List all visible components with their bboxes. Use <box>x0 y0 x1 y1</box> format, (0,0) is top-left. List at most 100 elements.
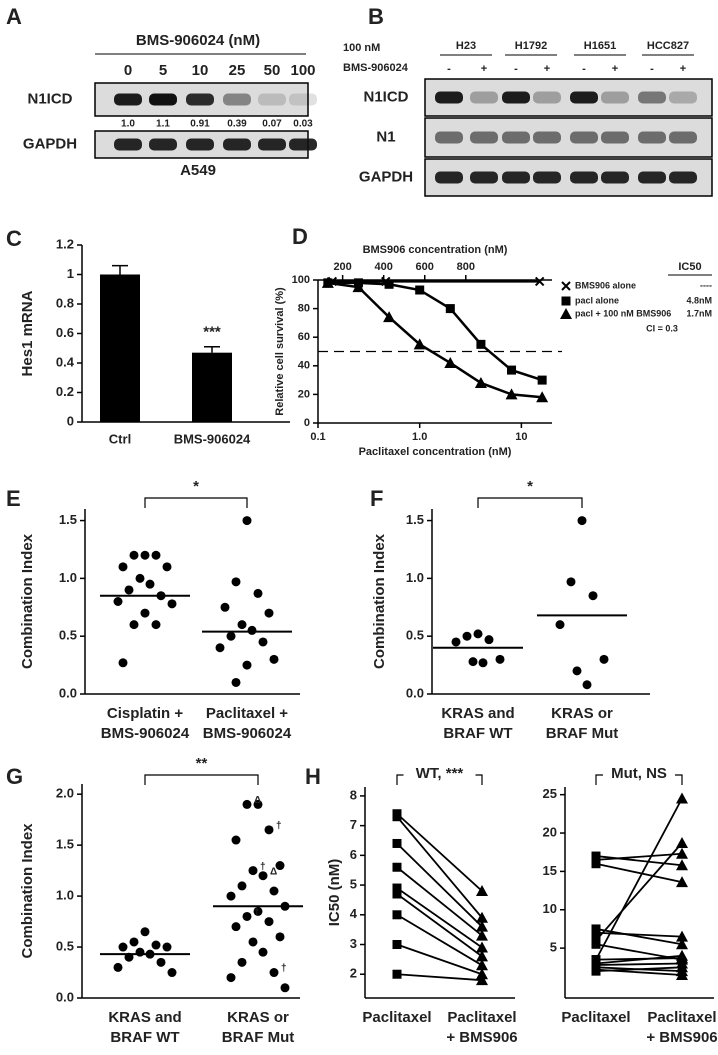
y-tick-label: 1.0 <box>406 570 424 585</box>
x-tick-label: BMS-906024 <box>174 431 251 446</box>
band <box>114 93 142 106</box>
band <box>470 131 498 144</box>
quant-label: 0.07 <box>262 119 282 130</box>
y-tick-label: 2 <box>350 966 357 981</box>
data-point <box>537 375 547 385</box>
data-point <box>676 837 688 849</box>
data-point <box>507 365 517 375</box>
data-point <box>392 838 402 848</box>
pair-line <box>396 816 483 919</box>
x-tick-label: + BMS906 <box>446 1029 517 1046</box>
data-point <box>413 338 426 350</box>
x-tick-label: BMS-906024 <box>203 725 292 742</box>
band <box>502 131 530 144</box>
data-point <box>676 876 688 888</box>
cell-line-label: H23 <box>456 40 476 52</box>
data-point <box>269 886 279 896</box>
legend-ic50: 4.8nM <box>686 295 712 305</box>
data-point <box>476 920 488 932</box>
data-point <box>258 947 268 957</box>
data-point <box>242 911 252 921</box>
data-point <box>264 825 274 835</box>
y-axis-label: Combination Index <box>19 823 36 959</box>
data-point <box>226 891 236 901</box>
data-point <box>151 550 161 560</box>
data-point <box>275 932 285 942</box>
treatment-label: BMS-906024 <box>343 62 409 74</box>
lane-label: + <box>481 63 487 75</box>
data-point <box>415 285 425 295</box>
fit-curve <box>327 281 543 399</box>
y-tick-label: 0 <box>67 413 74 428</box>
y-tick-label: 1 <box>67 266 74 281</box>
pair-line <box>595 966 683 973</box>
data-point <box>258 871 268 881</box>
data-point <box>352 281 365 293</box>
legend-marker <box>561 281 571 291</box>
x-tick-label: Paclitaxel + <box>206 705 288 722</box>
data-point <box>258 637 268 647</box>
band <box>570 171 598 184</box>
band <box>638 131 666 144</box>
significance: * <box>527 478 533 495</box>
data-point <box>129 550 139 560</box>
cell-line-label: HCC827 <box>647 40 689 52</box>
data-point <box>124 585 134 595</box>
row-label: GAPDH <box>359 168 413 185</box>
band <box>669 131 697 144</box>
data-point <box>676 930 688 942</box>
quant-label: 1.0 <box>121 119 135 130</box>
y-tick-label: 1.2 <box>56 236 74 251</box>
legend-marker <box>561 296 571 306</box>
data-point <box>392 940 402 950</box>
x-tick-label: + BMS906 <box>646 1029 717 1046</box>
title-backdrop <box>603 765 675 783</box>
quant-label: 0.91 <box>190 119 210 130</box>
data-point <box>275 861 285 871</box>
quant-label: 0.39 <box>227 119 247 130</box>
band <box>435 171 463 184</box>
data-point <box>321 276 334 288</box>
blot-title: BMS-906024 (nM) <box>136 32 260 49</box>
pair-line <box>396 973 483 982</box>
title-backdrop <box>403 765 476 783</box>
y-tick-label: 60 <box>298 331 310 343</box>
data-point <box>451 637 461 647</box>
x2-tick-label: 200 <box>333 261 351 273</box>
band <box>502 91 530 104</box>
data-point <box>269 654 279 664</box>
y-tick-label: 80 <box>298 303 310 315</box>
data-point <box>237 620 247 630</box>
panel-letter: C <box>6 226 22 251</box>
data-point <box>599 654 609 664</box>
data-point <box>476 950 488 962</box>
y-tick-label: 0.0 <box>56 989 74 1004</box>
row-label: N1ICD <box>363 88 408 105</box>
data-point <box>476 941 488 953</box>
x-tick-label: KRAS and <box>108 1009 181 1026</box>
quant-label: 1.1 <box>156 119 170 130</box>
band <box>601 131 629 144</box>
y-axis-label: Relative cell survival (%) <box>274 287 286 416</box>
y-tick-label: 1.0 <box>56 888 74 903</box>
lane-label: 50 <box>264 62 281 79</box>
y-tick-label: 5 <box>550 940 557 955</box>
data-point <box>231 577 241 587</box>
y-tick-label: 1.5 <box>56 837 74 852</box>
data-point <box>247 625 257 635</box>
pair-line <box>396 914 483 967</box>
data-point <box>129 937 139 947</box>
data-point <box>536 391 549 403</box>
pair-line <box>595 852 683 861</box>
band <box>289 138 317 151</box>
band <box>570 131 598 144</box>
pair-line <box>396 893 483 958</box>
x-tick-label: Ctrl <box>109 431 131 446</box>
data-point <box>468 657 478 667</box>
band <box>601 91 629 104</box>
panel-title: Mut, NS <box>611 765 667 782</box>
data-point <box>676 961 688 973</box>
data-point <box>237 957 247 967</box>
data-point <box>476 885 488 897</box>
